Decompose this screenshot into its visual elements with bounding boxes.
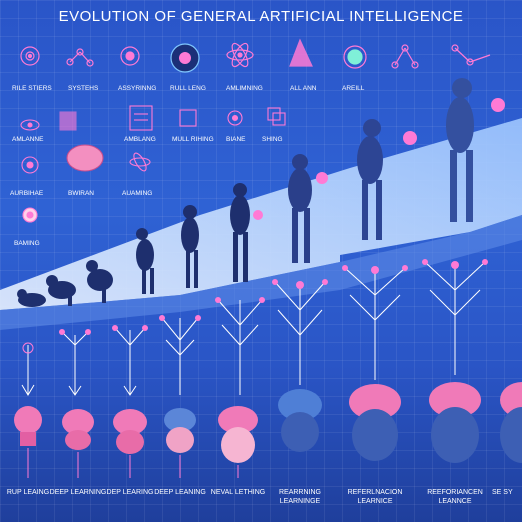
figure-robot	[446, 78, 474, 222]
bottom-label: RUP LEAING	[6, 489, 50, 496]
swirl-icon	[22, 207, 38, 223]
tree-4	[161, 317, 199, 395]
bottom-label: SE SY	[492, 489, 513, 496]
eye-icon	[20, 119, 40, 131]
figure-ape-2	[46, 275, 76, 306]
top-label: AREILL	[342, 85, 365, 92]
mid-label: BIANE	[226, 136, 246, 143]
cube-icon	[267, 107, 286, 126]
atom-small-icon	[129, 152, 151, 172]
ring-icon	[120, 46, 140, 66]
target-small-icon	[21, 156, 39, 174]
top-label: RULL LENG	[170, 85, 206, 92]
figure-hominid-2	[181, 205, 199, 288]
mid-label: MULL RIHING	[172, 136, 214, 143]
head-9	[500, 382, 522, 463]
tree-8	[424, 261, 486, 375]
head-1	[14, 406, 42, 446]
disc-icon	[170, 43, 200, 73]
bottom-label: NEVAL LETHING	[210, 489, 266, 496]
top-label: ASSYRINNG	[118, 85, 157, 92]
target-icon	[20, 46, 40, 66]
left-label: BWIRAN	[68, 190, 94, 197]
triangle-icon	[289, 38, 313, 67]
bottom-label: REARRNING LEARNINGE	[278, 489, 321, 505]
neck-lines	[27, 448, 239, 478]
tree-1	[21, 342, 35, 396]
left-icon-column	[21, 144, 151, 223]
mid-label: AMBLANG	[124, 136, 156, 143]
bottom-label: DEP LEARING	[106, 489, 154, 496]
evolution-figures	[17, 78, 474, 307]
bottom-label: REEFORIANCEN LEANNCE	[427, 489, 483, 505]
head-4	[164, 408, 196, 453]
top-label: ALL ANN	[290, 85, 317, 92]
neural-trees	[21, 261, 486, 396]
figure-cyborg-1	[288, 154, 312, 263]
head-3	[113, 409, 147, 454]
mid-label: SHING	[262, 136, 283, 143]
top-label: AMLIMNING	[226, 85, 263, 92]
top-label: RILE STIERS	[12, 85, 52, 92]
graph-icon	[451, 44, 491, 66]
molecule-icon	[391, 44, 419, 69]
figure-ape-1	[17, 289, 46, 307]
page-title: EVOLUTION OF GENERAL ARTIFICIAL INTELLIG…	[58, 8, 464, 25]
node-icon	[343, 45, 367, 69]
head-7	[349, 384, 401, 461]
figure-ape-3	[86, 260, 113, 303]
mid-label: AMLANNE	[12, 136, 44, 143]
tree-7	[344, 267, 406, 380]
figure-hominid-1	[136, 228, 154, 294]
evolution-band-shadow	[0, 215, 522, 330]
panel-icon	[129, 105, 153, 131]
left-label: BAMING	[14, 240, 40, 247]
bottom-label: DEEP LEARNING	[49, 489, 107, 496]
atom-icon	[226, 42, 254, 68]
figure-human	[230, 183, 250, 282]
head-row	[14, 382, 522, 463]
head-5	[218, 406, 258, 463]
left-label: AUAMING	[122, 190, 153, 197]
head-8	[429, 382, 481, 463]
tree-nodes	[59, 259, 488, 335]
brain-icon	[66, 144, 104, 172]
head-2	[62, 409, 94, 450]
tree-3	[114, 327, 146, 396]
top-label: SYSTEHS	[68, 85, 99, 92]
chip-icon	[179, 109, 197, 127]
bottom-label: REFERLNACION LEARNICE	[347, 489, 403, 505]
top-icon-row	[20, 38, 491, 73]
head-6	[278, 389, 322, 452]
tree-5	[217, 299, 263, 395]
figure-cyborg-2	[357, 119, 383, 240]
mid-icon-row	[20, 105, 286, 131]
tree-2	[61, 331, 89, 396]
network-icon	[66, 48, 94, 67]
tree-6	[274, 281, 326, 385]
document-icon	[59, 111, 77, 131]
gear-icon	[227, 110, 243, 126]
energy-orbs	[253, 98, 505, 220]
bottom-label: DEEP LEANING	[154, 489, 206, 496]
left-label: AURBIHAE	[10, 190, 44, 197]
